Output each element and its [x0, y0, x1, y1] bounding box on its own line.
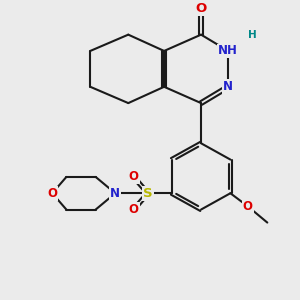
Text: O: O — [243, 200, 253, 213]
Text: NH: NH — [218, 44, 238, 57]
Text: O: O — [47, 187, 57, 200]
Text: O: O — [129, 170, 139, 184]
Text: O: O — [129, 203, 139, 216]
Text: S: S — [143, 187, 153, 200]
Text: N: N — [223, 80, 233, 93]
Text: O: O — [195, 2, 207, 15]
Text: H: H — [248, 30, 256, 40]
Text: N: N — [110, 187, 120, 200]
